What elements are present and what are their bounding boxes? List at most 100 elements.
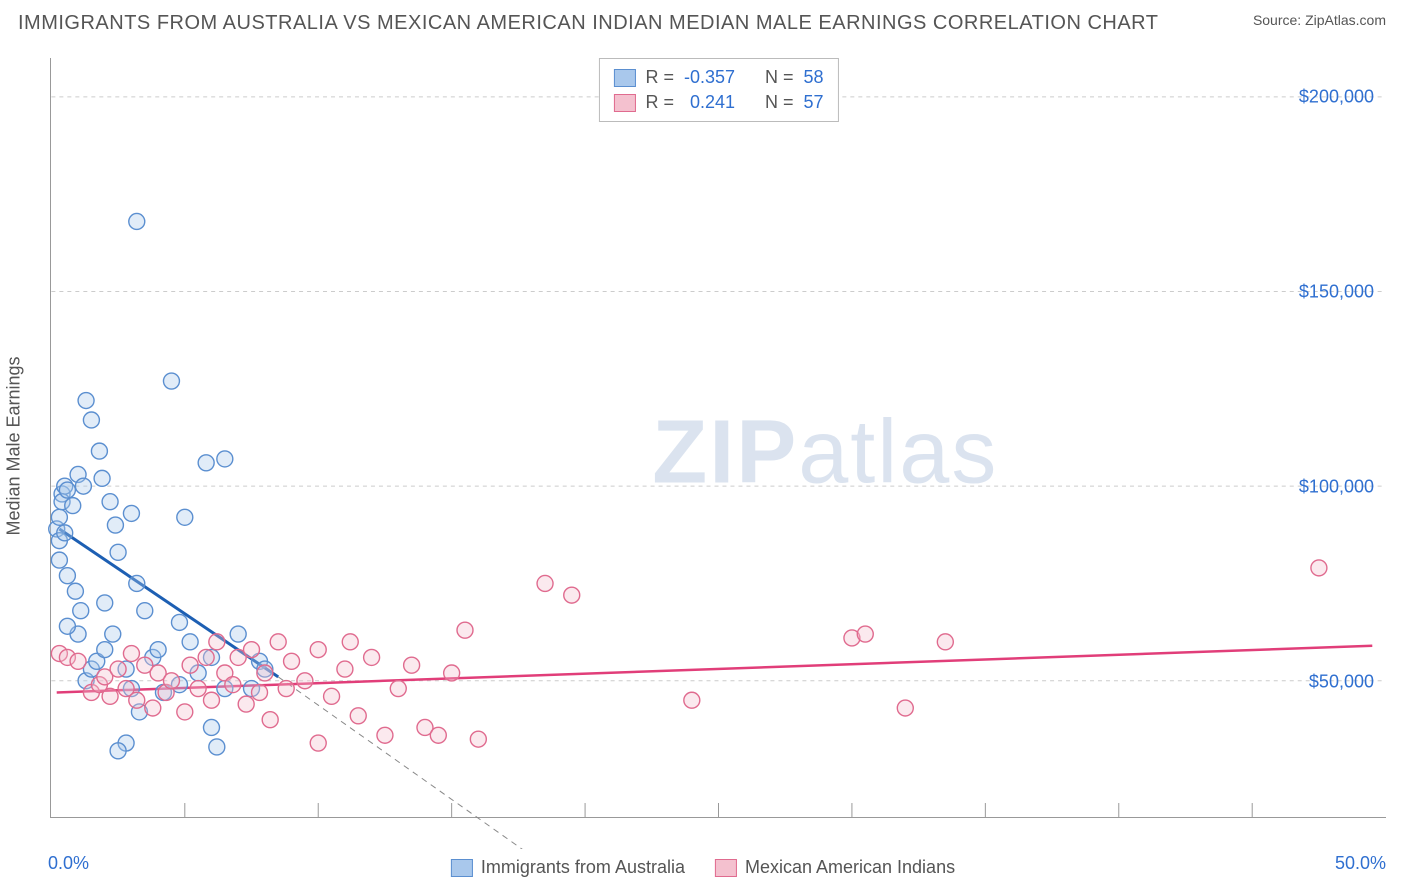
data-point bbox=[78, 393, 94, 409]
legend-item-0: Immigrants from Australia bbox=[451, 857, 685, 878]
data-point bbox=[145, 700, 161, 716]
x-min-label: 0.0% bbox=[48, 853, 89, 874]
chart-plot-area: ZIPatlas R = -0.357 N = 58 R = 0.241 N =… bbox=[50, 58, 1386, 818]
y-tick-label: $100,000 bbox=[1299, 476, 1374, 497]
data-point bbox=[67, 583, 83, 599]
data-point bbox=[310, 735, 326, 751]
data-point bbox=[284, 653, 300, 669]
data-point bbox=[57, 525, 73, 541]
data-point bbox=[107, 517, 123, 533]
data-point bbox=[110, 544, 126, 560]
data-point bbox=[190, 681, 206, 697]
data-point bbox=[177, 704, 193, 720]
data-point bbox=[51, 552, 67, 568]
swatch-bottom-1 bbox=[715, 859, 737, 877]
data-point bbox=[65, 498, 81, 514]
data-point bbox=[129, 692, 145, 708]
data-point bbox=[123, 505, 139, 521]
data-point bbox=[198, 455, 214, 471]
data-point bbox=[857, 626, 873, 642]
data-point bbox=[364, 649, 380, 665]
data-point bbox=[390, 681, 406, 697]
data-point bbox=[203, 692, 219, 708]
data-point bbox=[75, 478, 91, 494]
data-point bbox=[137, 603, 153, 619]
swatch-series-0 bbox=[613, 69, 635, 87]
data-point bbox=[83, 412, 99, 428]
data-point bbox=[257, 665, 273, 681]
data-point bbox=[238, 696, 254, 712]
legend-series: Immigrants from Australia Mexican Americ… bbox=[451, 849, 955, 892]
swatch-series-1 bbox=[613, 94, 635, 112]
data-point bbox=[230, 626, 246, 642]
x-max-label: 50.0% bbox=[1335, 853, 1386, 874]
legend-stats-row-0: R = -0.357 N = 58 bbox=[613, 65, 823, 90]
data-point bbox=[897, 700, 913, 716]
data-point bbox=[110, 743, 126, 759]
data-point bbox=[404, 657, 420, 673]
data-point bbox=[97, 595, 113, 611]
data-point bbox=[73, 603, 89, 619]
data-point bbox=[163, 673, 179, 689]
data-point bbox=[59, 618, 75, 634]
data-point bbox=[51, 509, 67, 525]
scatter-svg bbox=[51, 58, 1386, 817]
data-point bbox=[163, 373, 179, 389]
y-tick-label: $150,000 bbox=[1299, 281, 1374, 302]
data-point bbox=[182, 634, 198, 650]
swatch-bottom-0 bbox=[451, 859, 473, 877]
data-point bbox=[70, 653, 86, 669]
legend-stats: R = -0.357 N = 58 R = 0.241 N = 57 bbox=[598, 58, 838, 122]
data-point bbox=[564, 587, 580, 603]
data-point bbox=[177, 509, 193, 525]
data-point bbox=[217, 451, 233, 467]
data-point bbox=[110, 661, 126, 677]
source-attribution: Source: ZipAtlas.com bbox=[1253, 12, 1386, 28]
data-point bbox=[350, 708, 366, 724]
data-point bbox=[937, 634, 953, 650]
data-point bbox=[262, 712, 278, 728]
data-point bbox=[198, 649, 214, 665]
data-point bbox=[252, 684, 268, 700]
data-point bbox=[123, 646, 139, 662]
data-point bbox=[430, 727, 446, 743]
data-point bbox=[470, 731, 486, 747]
legend-item-1: Mexican American Indians bbox=[715, 857, 955, 878]
data-point bbox=[171, 614, 187, 630]
data-point bbox=[337, 661, 353, 677]
data-point bbox=[182, 657, 198, 673]
data-point bbox=[278, 681, 294, 697]
data-point bbox=[105, 626, 121, 642]
chart-title: IMMIGRANTS FROM AUSTRALIA VS MEXICAN AME… bbox=[18, 12, 1158, 35]
data-point bbox=[59, 568, 75, 584]
data-point bbox=[129, 575, 145, 591]
data-point bbox=[457, 622, 473, 638]
legend-stats-row-1: R = 0.241 N = 57 bbox=[613, 90, 823, 115]
data-point bbox=[94, 470, 110, 486]
data-point bbox=[129, 213, 145, 229]
y-tick-label: $50,000 bbox=[1309, 671, 1374, 692]
data-point bbox=[102, 688, 118, 704]
data-point bbox=[209, 634, 225, 650]
data-point bbox=[324, 688, 340, 704]
data-point bbox=[102, 494, 118, 510]
data-point bbox=[377, 727, 393, 743]
data-point bbox=[203, 719, 219, 735]
data-point bbox=[342, 634, 358, 650]
data-point bbox=[91, 443, 107, 459]
data-point bbox=[1311, 560, 1327, 576]
data-point bbox=[444, 665, 460, 681]
data-point bbox=[270, 634, 286, 650]
data-point bbox=[684, 692, 700, 708]
data-point bbox=[225, 677, 241, 693]
data-point bbox=[97, 642, 113, 658]
data-point bbox=[537, 575, 553, 591]
data-point bbox=[150, 642, 166, 658]
data-point bbox=[310, 642, 326, 658]
y-tick-label: $200,000 bbox=[1299, 86, 1374, 107]
data-point bbox=[244, 642, 260, 658]
data-point bbox=[209, 739, 225, 755]
y-axis-label: Median Male Earnings bbox=[4, 356, 25, 535]
data-point bbox=[59, 482, 75, 498]
data-point bbox=[297, 673, 313, 689]
